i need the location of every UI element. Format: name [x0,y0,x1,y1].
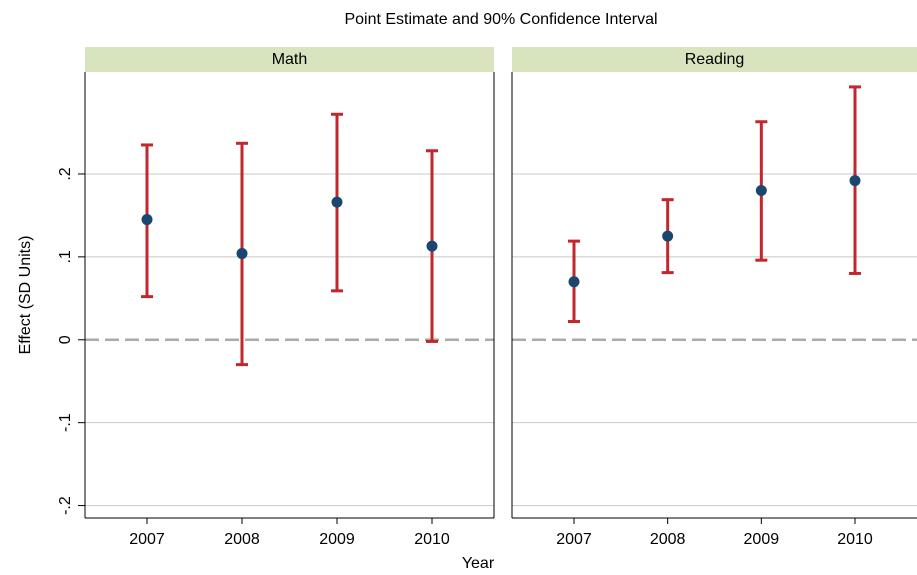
x-tick-label: 2007 [129,531,165,548]
point-estimate [662,230,674,242]
panel-title: Reading [685,51,745,68]
x-tick-label: 2010 [837,531,873,548]
y-tick-label: .2 [57,167,74,180]
point-estimate [568,276,580,288]
x-axis-label: Year [462,555,495,572]
point-estimate [236,248,248,260]
panel-header [85,47,494,72]
x-tick-label: 2008 [650,531,686,548]
panel-title: Math [272,51,308,68]
x-tick-label: 2009 [319,531,355,548]
x-tick-label: 2008 [224,531,260,548]
y-tick-label: 0 [57,335,74,344]
y-tick-label: -.2 [57,496,74,515]
x-tick-label: 2010 [414,531,450,548]
y-tick-label: -.1 [57,413,74,432]
point-estimate [755,185,767,197]
chart-title: Point Estimate and 90% Confidence Interv… [344,11,657,28]
point-estimate [426,240,438,252]
y-axis-label: Effect (SD Units) [17,236,34,355]
panel-header [512,47,917,72]
x-tick-label: 2007 [556,531,592,548]
point-estimate [141,214,153,226]
y-tick-label: .1 [57,250,74,263]
point-estimate [849,175,861,187]
x-tick-label: 2009 [744,531,780,548]
point-estimate [331,196,343,208]
